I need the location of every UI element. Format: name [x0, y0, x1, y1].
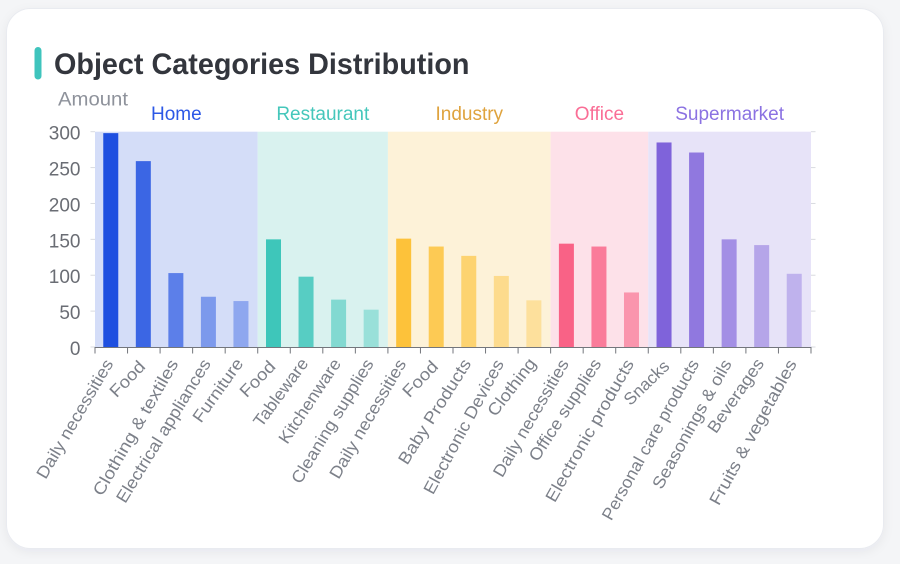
svg-text:Amount: Amount — [58, 90, 129, 111]
svg-text:Supermarket: Supermarket — [675, 104, 784, 125]
svg-text:Home: Home — [151, 104, 202, 125]
svg-text:150: 150 — [49, 231, 81, 252]
svg-text:200: 200 — [49, 195, 81, 216]
svg-text:Object Categories Distribution: Object Categories Distribution — [54, 48, 470, 81]
svg-text:0: 0 — [70, 339, 81, 360]
svg-text:Industry: Industry — [435, 104, 503, 125]
svg-text:Office: Office — [575, 104, 624, 125]
svg-text:100: 100 — [49, 267, 81, 288]
svg-text:Restaurant: Restaurant — [276, 104, 370, 125]
svg-text:300: 300 — [49, 124, 81, 145]
svg-text:50: 50 — [59, 303, 80, 324]
svg-text:250: 250 — [49, 160, 81, 181]
